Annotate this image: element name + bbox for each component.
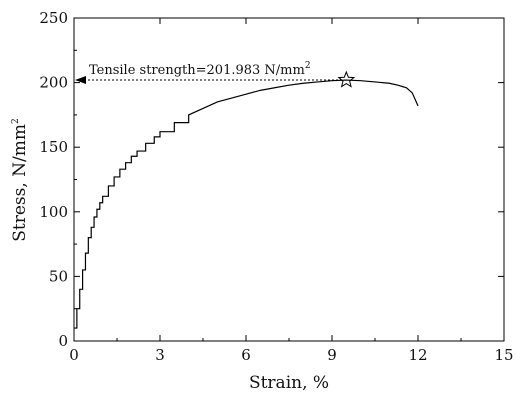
tensile-strength-arrow (75, 76, 86, 85)
y-tick-label: 50 (49, 267, 68, 285)
y-tick-label: 100 (39, 203, 68, 221)
y-tick-label: 150 (39, 138, 68, 156)
x-tick-label: 12 (408, 346, 427, 364)
x-tick-label: 3 (155, 346, 165, 364)
x-tick-label: 0 (69, 346, 79, 364)
y-tick-label: 0 (58, 332, 68, 350)
y-tick-label: 200 (39, 74, 68, 92)
x-axis-title: Strain, % (249, 373, 329, 393)
x-tick-label: 15 (494, 346, 513, 364)
stress-strain-curve (74, 79, 419, 329)
y-axis-title-main: Stress, N/mm (10, 124, 30, 242)
y-axis-title: Stress, N/mm2 (10, 118, 30, 242)
x-tick-label: 9 (327, 346, 337, 364)
tensile-strength-annotation: Tensile strength=201.983 N/mm2 (89, 61, 311, 78)
star-marker-icon (337, 70, 356, 88)
annotation-superscript: 2 (305, 61, 311, 71)
y-tick-label: 250 (39, 9, 68, 27)
axis-ticks (73, 17, 505, 342)
annotation-main: Tensile strength=201.983 N/mm (89, 63, 305, 78)
x-tick-label: 6 (241, 346, 251, 364)
y-axis-title-superscript: 2 (11, 118, 21, 124)
